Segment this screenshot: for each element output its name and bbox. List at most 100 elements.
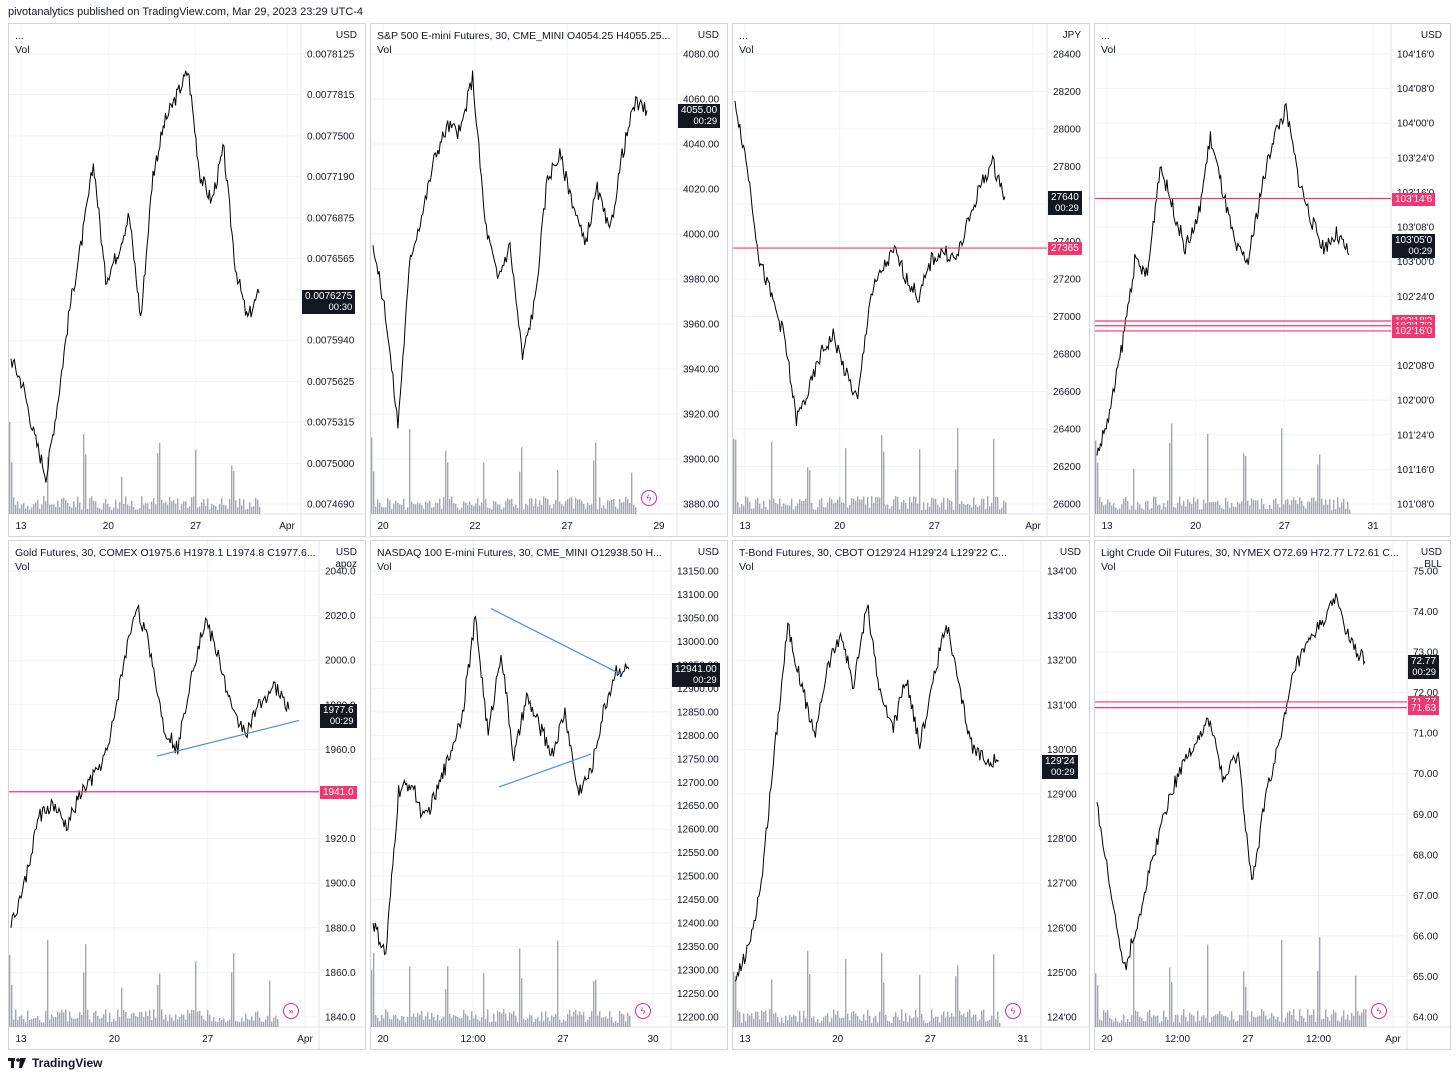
dividend-event-icon[interactable]: »: [283, 1003, 299, 1019]
volume-bar: [31, 507, 33, 514]
volume-bar: [527, 1018, 529, 1027]
trendline[interactable]: [498, 753, 592, 788]
economic-event-bolt-icon[interactable]: ϟ: [1005, 1003, 1021, 1019]
chart-panel-7[interactable]: T-Bond Futures, 30, CBOT O129'24 H129'24…: [732, 540, 1090, 1050]
volume-bar: [849, 1020, 851, 1027]
price-series-line[interactable]: [734, 604, 1000, 982]
volume-bar: [151, 501, 153, 514]
trendline[interactable]: [156, 719, 300, 757]
volume-bar: [75, 1018, 77, 1027]
volume-bar: [899, 1020, 901, 1027]
volume-bar: [405, 509, 407, 514]
economic-event-bolt-icon[interactable]: ϟ: [641, 490, 657, 506]
volume-bar: [1265, 508, 1267, 514]
volume-bar: [1299, 497, 1301, 514]
volume-bar: [1111, 505, 1113, 514]
chart-panel-8[interactable]: Light Crude Oil Futures, 30, NYMEX O72.6…: [1094, 540, 1451, 1050]
volume-bar: [469, 501, 471, 514]
y-tick-label: 71.00: [1413, 729, 1438, 740]
volume-bar: [573, 508, 575, 514]
volume-bar: [1213, 1015, 1215, 1027]
volume-bar: [461, 507, 463, 514]
tradingview-footer[interactable]: TradingView: [8, 1056, 102, 1070]
y-tick-label: 128'00: [1047, 834, 1077, 845]
y-tick-label: 3900.00: [683, 455, 720, 466]
volume-bar: [49, 504, 51, 514]
volume-bar: [411, 501, 413, 514]
chart-panel-6[interactable]: NASDAQ 100 E-mini Futures, 30, CME_MINI …: [370, 540, 728, 1050]
volume-bar: [1229, 507, 1231, 514]
volume-bar: [575, 1009, 577, 1027]
volume-bar: [577, 1014, 579, 1027]
volume-bar: [535, 1018, 537, 1027]
volume-bar: [109, 506, 111, 514]
y-tick-label: 101'24'0: [1397, 430, 1435, 441]
volume-bar: [499, 1011, 501, 1027]
volume-bar: [881, 435, 883, 514]
volume-bar: [619, 1010, 621, 1027]
chart-panel-5[interactable]: Gold Futures, 30, COMEX O1975.6 H1978.1 …: [8, 540, 366, 1050]
volume-bar: [25, 1022, 27, 1027]
volume-bar: [629, 502, 631, 514]
economic-event-bolt-icon[interactable]: ϟ: [1371, 1003, 1387, 1019]
volume-bar: [11, 984, 13, 1027]
volume-bar: [181, 504, 183, 514]
volume-bar: [63, 1012, 65, 1027]
volume-bar: [635, 507, 637, 514]
volume-bar: [1131, 1015, 1133, 1027]
trendline[interactable]: [490, 608, 622, 675]
volume-bar: [981, 498, 983, 514]
volume-bar: [423, 508, 425, 514]
price-series-line[interactable]: [734, 100, 1006, 427]
y-tick-label: 3920.00: [683, 410, 720, 421]
volume-bar: [101, 1017, 103, 1027]
economic-event-bolt-icon[interactable]: ϟ: [635, 1003, 651, 1019]
volume-bar: [1239, 1014, 1241, 1027]
volume-bar: [155, 504, 157, 514]
volume-bar: [385, 1009, 387, 1027]
volume-bar: [1273, 1015, 1275, 1027]
volume-bar: [439, 1020, 441, 1027]
volume-bar: [813, 509, 815, 514]
price-series-line[interactable]: [372, 615, 630, 956]
volume-bar: [417, 502, 419, 514]
volume-bar: [941, 502, 943, 514]
volume-bar: [371, 437, 373, 514]
volume-bar: [197, 1011, 199, 1027]
volume-bar: [149, 509, 151, 514]
price-series-line[interactable]: [1096, 102, 1350, 456]
volume-bar: [257, 499, 259, 514]
bar-countdown: 00:29: [1055, 202, 1079, 214]
volume-bar: [1175, 507, 1177, 514]
volume-bar: [903, 499, 905, 514]
y-tick-label: 101'16'0: [1397, 465, 1435, 476]
volume-bar: [1245, 456, 1247, 514]
volume-bar: [591, 504, 593, 514]
volume-bar: [1323, 504, 1325, 514]
price-series-line[interactable]: [1096, 593, 1366, 971]
volume-bar: [917, 503, 919, 514]
volume-bar: [139, 508, 141, 514]
chart-panel-3[interactable]: ...VolJPY2840028200280002780027600274002…: [732, 23, 1090, 537]
volume-bar: [893, 1016, 895, 1027]
price-series-line[interactable]: [10, 604, 290, 928]
volume-bar: [987, 496, 989, 514]
chart-panel-4[interactable]: ... Vol USD 104'16'0 104'08'0 104'00'0 103'24'…: [1094, 23, 1451, 537]
volume-bar: [541, 1011, 543, 1027]
volume-bar: [595, 442, 597, 514]
volume-bar: [387, 1011, 389, 1027]
volume-bar: [1101, 501, 1103, 514]
chart-panel-2[interactable]: S&P 500 E-mini Futures, 30, CME_MINI O40…: [370, 23, 728, 537]
volume-bar: [903, 1020, 905, 1027]
volume-bar: [829, 1022, 831, 1027]
volume-bar: [1193, 1015, 1195, 1027]
volume-bar: [985, 508, 987, 514]
volume-label: Vol: [377, 44, 392, 56]
chart-panel-1[interactable]: ... Vol USD 0.0078125 0.0077815 0.0077500 0.00…: [8, 23, 366, 537]
volume-bar: [1187, 499, 1189, 514]
volume-bar: [29, 509, 31, 514]
volume-bar: [961, 500, 963, 514]
price-series-line[interactable]: [10, 70, 260, 483]
price-series-line[interactable]: [372, 70, 648, 429]
volume-bar: [1295, 500, 1297, 514]
